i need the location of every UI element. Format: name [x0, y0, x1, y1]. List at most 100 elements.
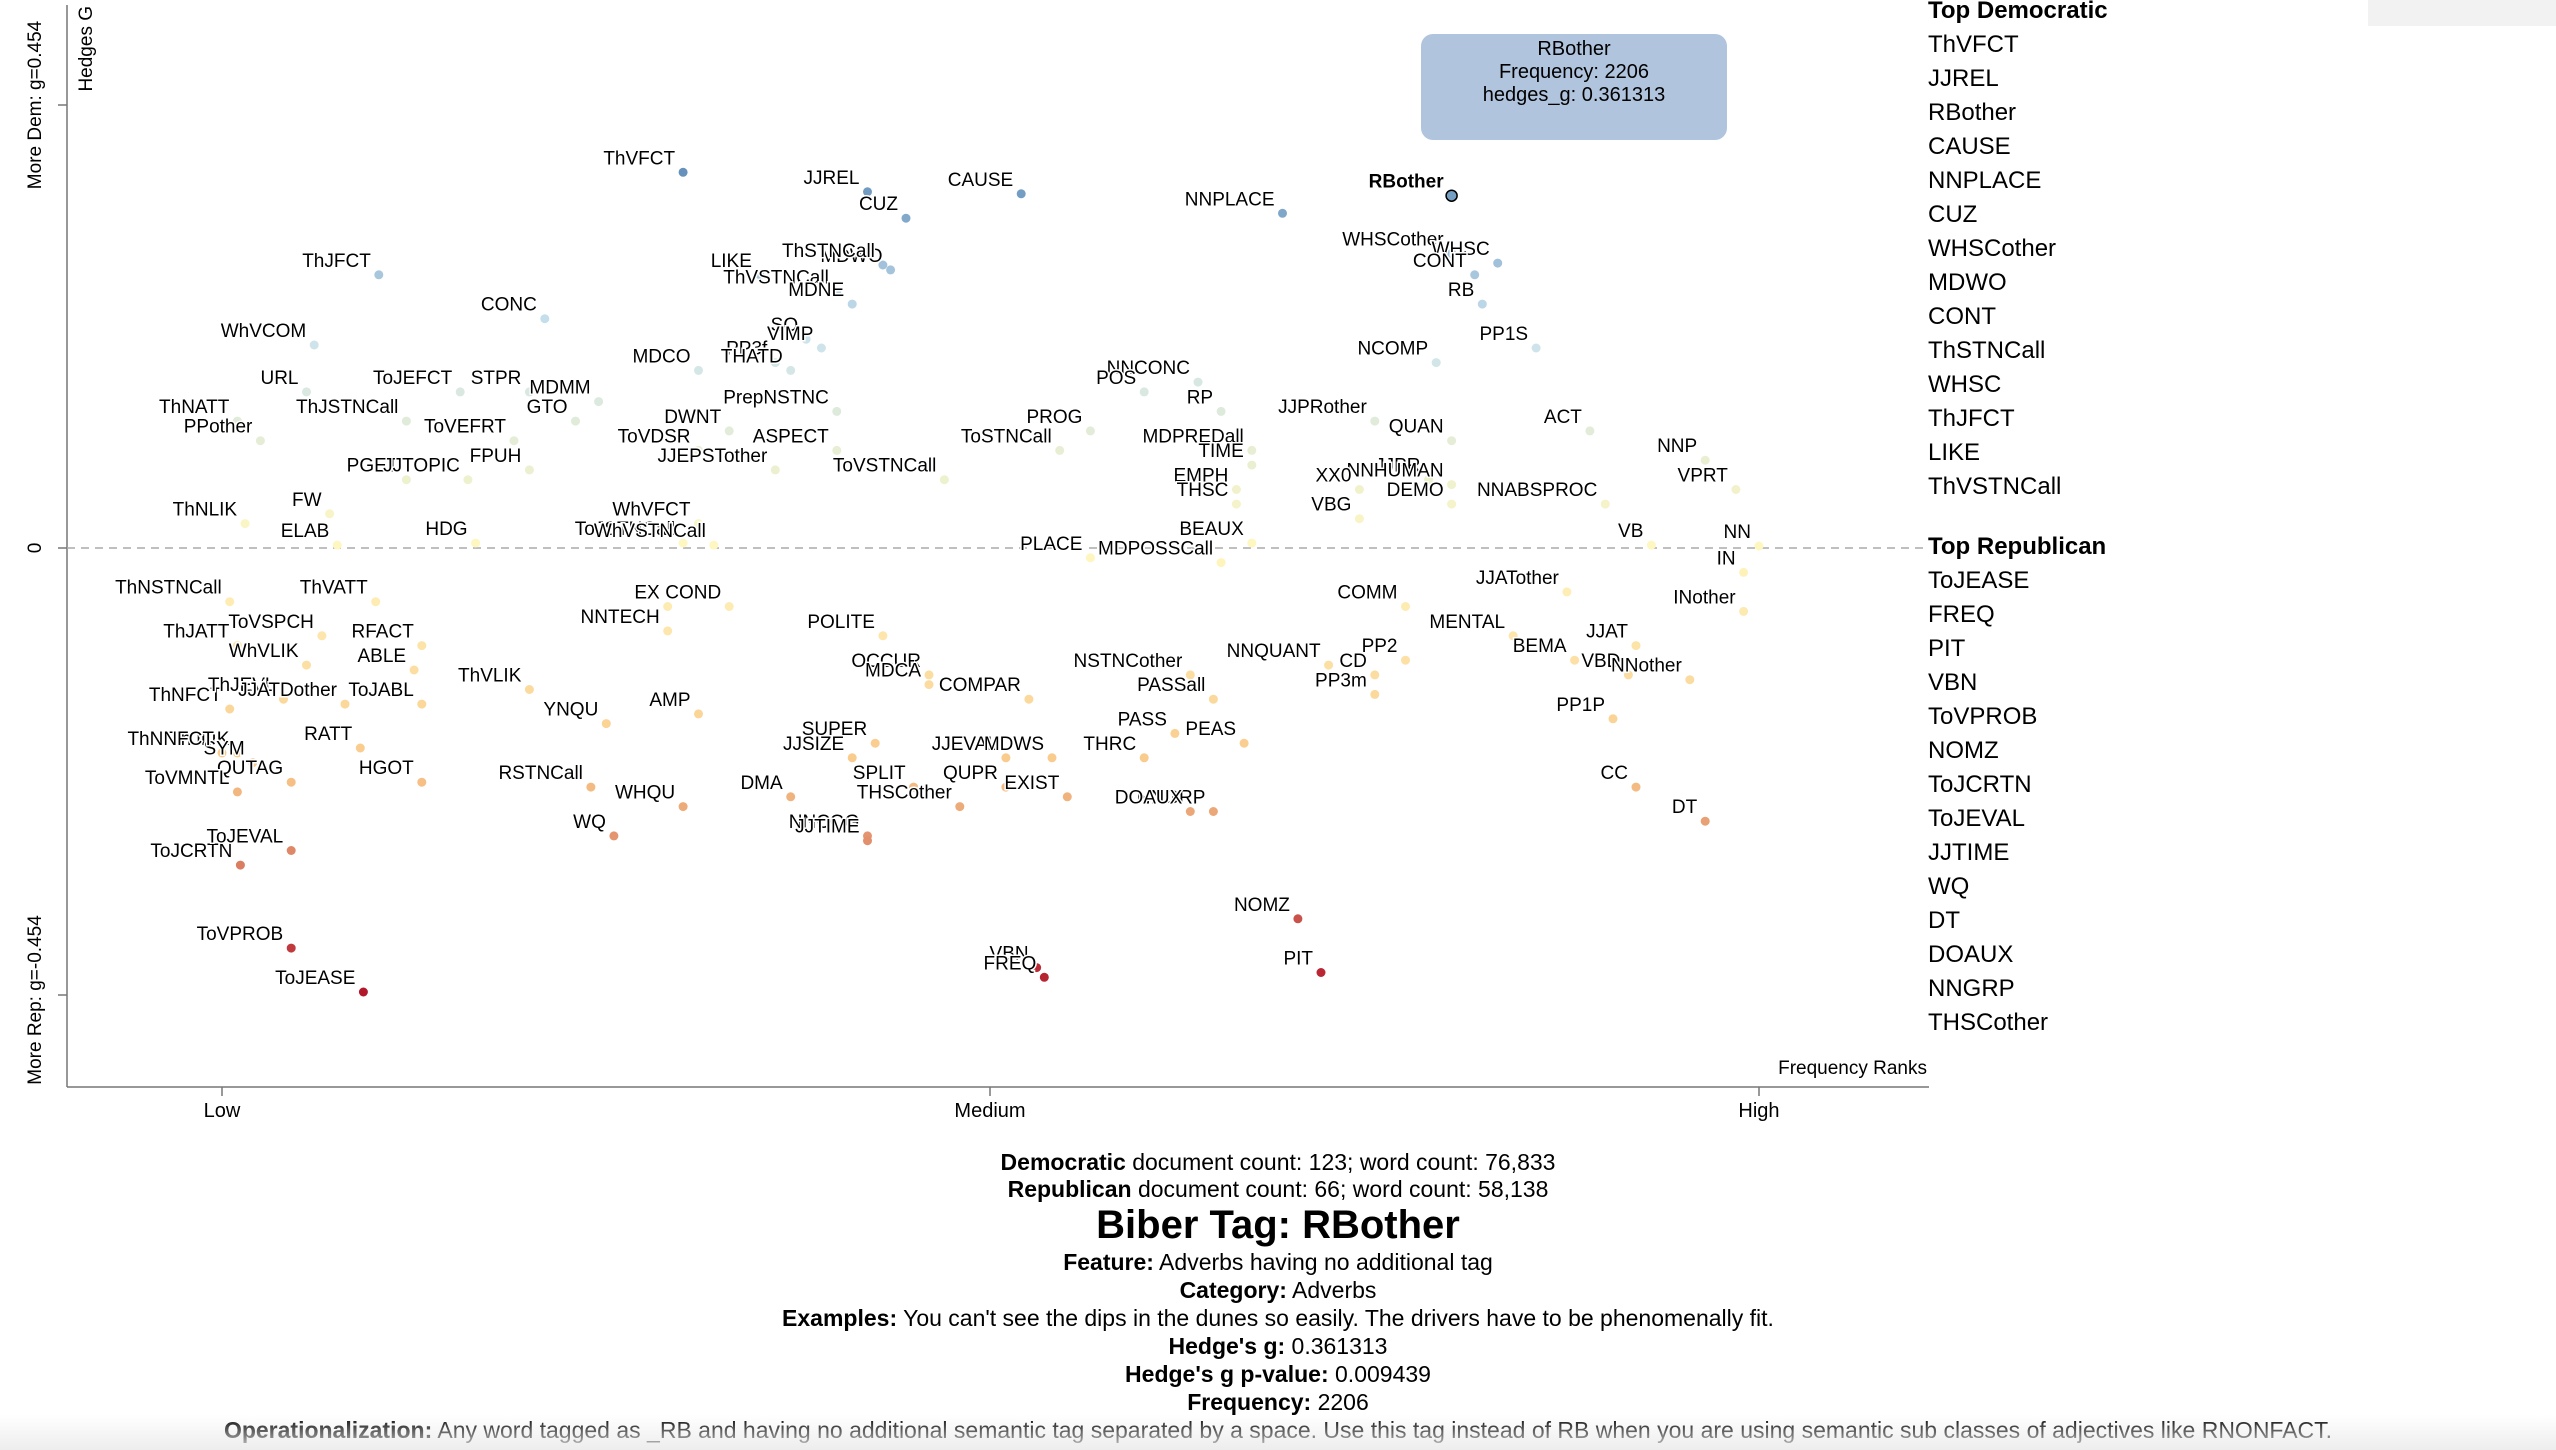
data-point[interactable] — [1370, 416, 1380, 426]
data-point[interactable] — [1231, 499, 1241, 509]
data-point[interactable] — [325, 509, 335, 519]
data-point[interactable] — [1470, 270, 1480, 280]
data-point[interactable] — [1447, 436, 1457, 446]
data-point[interactable] — [1739, 567, 1749, 577]
data-point[interactable] — [1024, 694, 1034, 704]
data-point[interactable] — [409, 665, 419, 675]
data-point[interactable] — [1370, 670, 1380, 680]
data-point[interactable] — [924, 670, 934, 680]
data-point[interactable] — [663, 626, 673, 636]
data-point[interactable] — [1247, 445, 1257, 455]
data-point[interactable] — [255, 436, 265, 446]
data-point[interactable] — [1216, 558, 1226, 568]
data-point[interactable] — [678, 802, 688, 812]
data-point[interactable] — [678, 167, 688, 177]
data-point[interactable] — [1401, 655, 1410, 665]
data-point[interactable] — [240, 519, 250, 529]
data-point[interactable] — [1216, 406, 1226, 416]
data-point[interactable] — [1570, 655, 1580, 665]
data-point[interactable] — [1477, 299, 1487, 309]
data-point[interactable] — [401, 416, 411, 426]
data-point[interactable] — [1055, 445, 1065, 455]
data-point[interactable] — [1447, 480, 1457, 490]
data-point[interactable] — [816, 343, 826, 353]
data-point[interactable] — [1700, 816, 1710, 826]
data-point[interactable] — [901, 213, 911, 223]
data-point[interactable] — [1585, 426, 1595, 436]
scatter-chart[interactable]: Hedges G More Dem: g=0.454 0 More Rep: g… — [0, 0, 2556, 1140]
data-point[interactable] — [1354, 485, 1364, 494]
data-point[interactable] — [678, 538, 688, 548]
data-point[interactable] — [509, 436, 519, 446]
data-point[interactable] — [1531, 343, 1541, 353]
data-point[interactable] — [1016, 189, 1026, 199]
data-point[interactable] — [540, 314, 550, 324]
data-point[interactable] — [279, 694, 288, 704]
data-point[interactable] — [939, 475, 949, 485]
data-point[interactable] — [1447, 499, 1457, 509]
data-point[interactable] — [955, 802, 965, 812]
data-point[interactable] — [1608, 714, 1618, 724]
data-point[interactable] — [786, 365, 796, 375]
data-point[interactable] — [1085, 426, 1095, 436]
data-point[interactable] — [1401, 602, 1410, 611]
data-point[interactable] — [663, 602, 673, 611]
chart-svg[interactable]: Hedges G More Dem: g=0.454 0 More Rep: g… — [0, 0, 2556, 1140]
data-point[interactable] — [374, 270, 384, 280]
data-point[interactable] — [755, 270, 765, 280]
data-point[interactable] — [1185, 807, 1195, 816]
data-point[interactable] — [417, 699, 427, 709]
data-point[interactable] — [724, 602, 734, 611]
data-point[interactable] — [694, 709, 703, 719]
data-point[interactable] — [1239, 738, 1249, 748]
data-point[interactable] — [1193, 377, 1203, 387]
data-point[interactable] — [1600, 499, 1610, 509]
data-point[interactable] — [1062, 792, 1072, 802]
data-point[interactable] — [340, 699, 350, 709]
data-point[interactable] — [724, 426, 734, 436]
data-point[interactable] — [463, 475, 473, 485]
data-point[interactable] — [286, 846, 296, 855]
data-point[interactable] — [1293, 914, 1303, 924]
data-point[interactable] — [924, 680, 934, 690]
data-point[interactable] — [594, 397, 604, 407]
data-point[interactable] — [1047, 753, 1057, 763]
data-point[interactable] — [1185, 670, 1195, 680]
data-point[interactable] — [1447, 248, 1457, 258]
data-point[interactable] — [909, 782, 919, 792]
data-point[interactable] — [1424, 475, 1433, 485]
data-point[interactable] — [1139, 753, 1149, 763]
data-point[interactable] — [1493, 258, 1503, 268]
data-point[interactable] — [863, 187, 872, 197]
data-point[interactable] — [1001, 753, 1011, 763]
data-point[interactable] — [1631, 641, 1641, 651]
data-point[interactable] — [1231, 485, 1241, 494]
data-point[interactable] — [694, 445, 703, 455]
data-point[interactable] — [1562, 587, 1572, 597]
data-point[interactable] — [1208, 694, 1218, 704]
data-point[interactable] — [832, 286, 842, 296]
data-point[interactable] — [317, 631, 327, 641]
data-point[interactable] — [248, 758, 258, 768]
data-point[interactable] — [1032, 963, 1042, 973]
data-point[interactable] — [847, 299, 857, 309]
data-point[interactable] — [1631, 782, 1641, 792]
data-point[interactable] — [358, 987, 368, 997]
data-point[interactable] — [332, 540, 342, 550]
data-point[interactable] — [832, 445, 842, 455]
data-point[interactable] — [1316, 968, 1326, 977]
data-point[interactable] — [232, 748, 242, 758]
data-point[interactable] — [455, 387, 465, 397]
data-point[interactable] — [235, 860, 245, 870]
data-point[interactable] — [1700, 455, 1710, 465]
data-point[interactable] — [601, 719, 611, 729]
data-point[interactable] — [571, 416, 580, 426]
data-point[interactable] — [524, 465, 534, 475]
data-point[interactable] — [886, 265, 896, 275]
data-point[interactable] — [302, 387, 311, 397]
data-point[interactable] — [524, 387, 534, 397]
data-point[interactable] — [355, 743, 365, 753]
data-point[interactable] — [1324, 660, 1334, 670]
data-point[interactable] — [609, 831, 619, 841]
data-point[interactable] — [417, 777, 427, 787]
